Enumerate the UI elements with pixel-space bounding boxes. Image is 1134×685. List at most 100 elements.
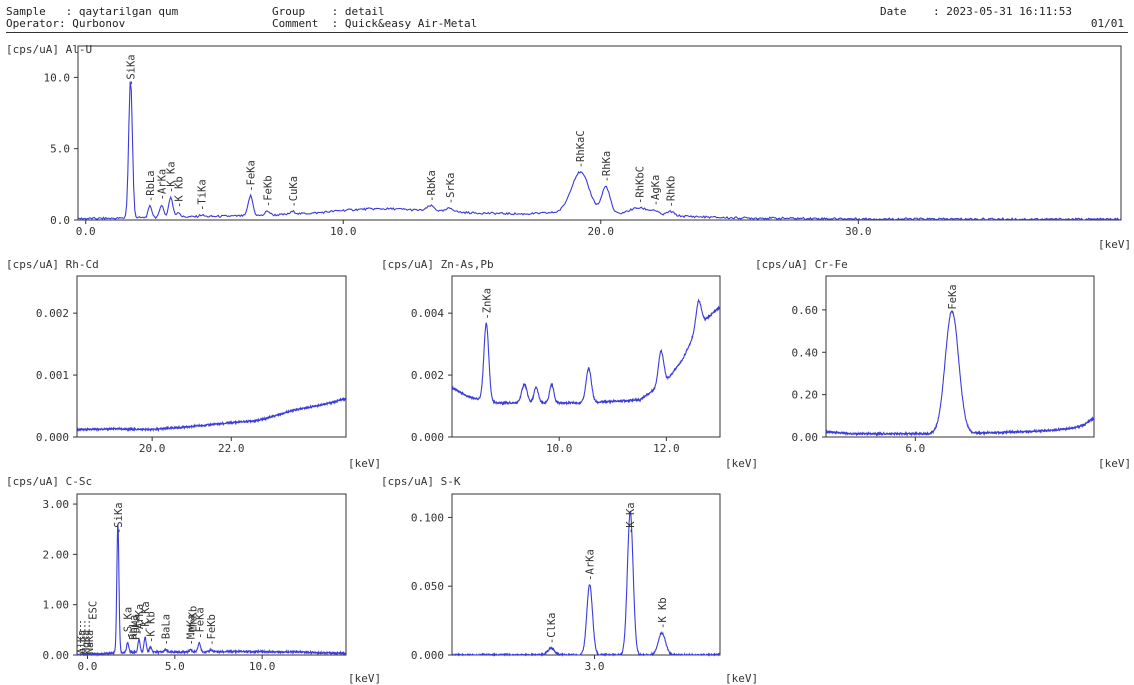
- peak-label: -RhKb: [665, 176, 677, 208]
- peak-label: -FeKb: [263, 175, 275, 207]
- plot-frame: [825, 275, 1095, 438]
- chart-title: [cps/uA] Zn-As,Pb: [381, 258, 494, 271]
- peak-label: -K Kb: [657, 597, 669, 629]
- chart-title: [cps/uA] Rh-Cd: [6, 258, 99, 271]
- x-tick-label: 10.0: [330, 225, 357, 238]
- chart-p6: [cps/uA] S-K [keV] 0.000 0.050 0.100 3.0 -ClKa…: [381, 475, 758, 685]
- y-tick-label: 10.0: [44, 71, 71, 84]
- x-axis-unit: [keV]: [725, 457, 758, 470]
- peak-label: -FeKa: [246, 160, 258, 192]
- peak-label: -MnKb: [187, 606, 199, 638]
- peak-label: -ZnKa: [481, 288, 493, 320]
- y-tick-label: 0.000: [411, 649, 444, 662]
- peak-label: NaKa: [85, 630, 96, 654]
- peak-label: -K Ka: [625, 502, 637, 534]
- y-tick-label: 0.000: [36, 431, 69, 444]
- chart-title: [cps/uA] S-K: [381, 475, 461, 488]
- peak-label: -ArKa: [585, 549, 597, 581]
- peak-label: -ClKa: [546, 613, 558, 645]
- y-tick-label: 0.20: [792, 389, 819, 402]
- peak-label: -CuKa: [288, 176, 300, 208]
- peak-label: -BaLa: [161, 614, 173, 646]
- chart-title: [cps/uA] C-Sc: [6, 475, 92, 488]
- peak-label: MgKa: [81, 630, 92, 654]
- chart-p5: [cps/uA] C-Sc [keV] 0.00 1.00 2.00 3.00 0.0 5.0…: [6, 475, 381, 685]
- peak-label: -FeKa: [194, 607, 206, 639]
- peak-label: -FeKb: [206, 614, 218, 646]
- x-tick-label: 10.0: [249, 660, 276, 673]
- x-axis-unit: [keV]: [1098, 457, 1131, 470]
- x-tick-label: 30.0: [845, 225, 872, 238]
- y-tick-label: 5.0: [50, 143, 70, 156]
- plot-frame: [451, 275, 721, 438]
- x-axis-unit: [keV]: [725, 672, 758, 685]
- peak-label: -K Kb: [145, 611, 157, 643]
- y-tick-label: 0.100: [411, 511, 444, 524]
- peak-label: -ArKa: [157, 169, 169, 201]
- y-tick-label: 0.004: [411, 307, 444, 320]
- peak-label: -MnKa: [186, 614, 198, 646]
- x-tick-label: 12.0: [653, 442, 680, 455]
- group-field: Group : detail: [272, 5, 385, 18]
- y-tick-label: 0.000: [411, 431, 444, 444]
- page-number: 01/01: [1090, 17, 1124, 30]
- y-tick-label: 2.00: [43, 548, 70, 561]
- comment-field: Comment : Quick&easy Air-Metal: [272, 17, 478, 30]
- y-tick-label: 0.40: [792, 346, 819, 359]
- header-rule: [6, 32, 1128, 33]
- y-tick-label: 0.60: [792, 304, 819, 317]
- x-tick-label: 20.0: [139, 442, 166, 455]
- y-tick-label: 0.050: [411, 580, 444, 593]
- spectrum-line: [76, 525, 347, 658]
- peak-label: -TiKa: [197, 179, 209, 211]
- peak-label: -ArKa: [134, 604, 146, 636]
- y-tick-label: 1.00: [43, 599, 70, 612]
- date-field: Date : 2023-05-31 16:11:53: [880, 5, 1073, 18]
- operator-field: Operator: Qurbonov: [6, 17, 126, 30]
- sample-field: Sample : qaytarilgan qum: [6, 5, 179, 18]
- spectrum-line: [76, 396, 347, 433]
- spectrum-line: [825, 310, 1095, 437]
- report-header: Sample : qaytarilgan qum Operator: Qurbo…: [0, 0, 1134, 40]
- peak-label: -S Ka: [123, 607, 135, 639]
- x-tick-label: 5.0: [165, 660, 185, 673]
- y-tick-label: 0.002: [36, 307, 69, 320]
- chart-p1: [cps/uA] Al-U [keV] 0.0 5.0 10.0 0.0 10.0 20.0 3…: [6, 43, 1131, 251]
- plot-frame: [77, 45, 1122, 221]
- y-tick-label: 0.0: [50, 214, 70, 227]
- spectrum-line: [451, 511, 721, 657]
- y-tick-label: 0.001: [36, 369, 69, 382]
- chart-title: [cps/uA] Al-U: [6, 43, 92, 56]
- plot-frame: [76, 493, 347, 656]
- y-tick-label: 0.00: [43, 649, 70, 662]
- x-axis-unit: [keV]: [348, 672, 381, 685]
- peak-label: -K Ka: [140, 601, 152, 633]
- peak-label: -RhKaC: [575, 130, 587, 168]
- spectrum-line: [451, 298, 721, 406]
- peak-label: -SiKa: [126, 54, 138, 86]
- peak-label: -SiKa: [113, 502, 125, 534]
- x-tick-label: 3.0: [585, 660, 605, 673]
- x-tick-label: 20.0: [588, 225, 615, 238]
- x-tick-label: 10.0: [546, 442, 573, 455]
- peak-label: -K Ka: [166, 161, 178, 193]
- peak-label: -K Kb: [173, 176, 185, 208]
- peak-label: PbMa: [131, 615, 143, 640]
- peak-label: RbLa: [128, 615, 140, 640]
- peak-label: -SrKa: [445, 173, 457, 205]
- x-tick-label: 22.0: [218, 442, 245, 455]
- peak-label: -AgKa: [650, 175, 662, 207]
- chart-p3: [cps/uA] Zn-As,Pb [keV] 0.000 0.002 0.004 10.…: [381, 258, 758, 470]
- x-tick-label: 0.0: [78, 660, 98, 673]
- plot-frame: [76, 275, 347, 438]
- x-axis-unit: [keV]: [348, 457, 381, 470]
- peak-label: ESC: [88, 601, 100, 620]
- peak-label: AlKa: [76, 630, 87, 654]
- chart-title: [cps/uA] Cr-Fe: [755, 258, 848, 271]
- chart-p4: [cps/uA] Cr-Fe [keV] 0.00 0.20 0.40 0.60 6.0 -F…: [755, 258, 1131, 470]
- spectrum-line: [77, 81, 1122, 221]
- peak-label: -RhKa: [601, 151, 613, 183]
- x-axis-unit: [keV]: [1098, 238, 1131, 251]
- x-tick-label: 0.0: [76, 225, 96, 238]
